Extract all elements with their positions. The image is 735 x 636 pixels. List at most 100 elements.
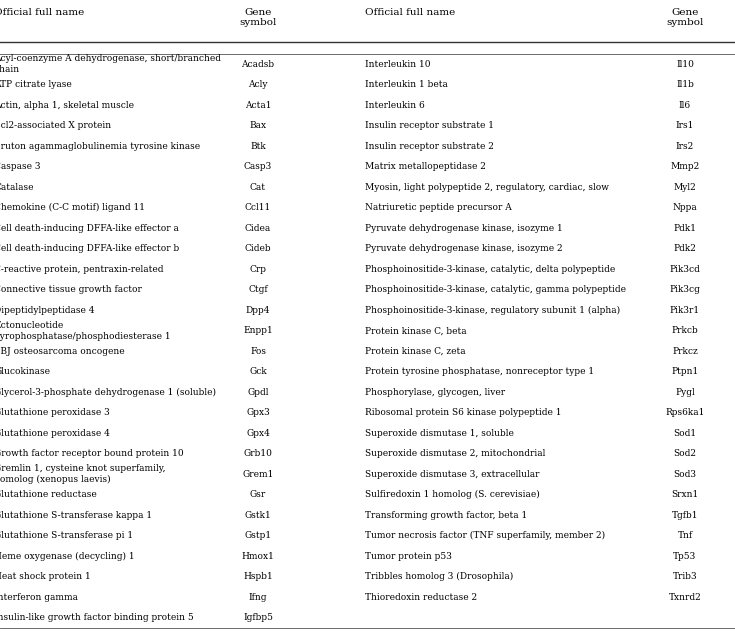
Text: Acly: Acly bbox=[248, 80, 268, 89]
Text: Crp: Crp bbox=[249, 265, 267, 273]
Text: Tp53: Tp53 bbox=[673, 552, 697, 561]
Text: Gpdl: Gpdl bbox=[247, 388, 269, 397]
Text: FBJ osteosarcoma oncogene: FBJ osteosarcoma oncogene bbox=[0, 347, 125, 356]
Text: Official full name: Official full name bbox=[0, 8, 85, 17]
Text: Ctgf: Ctgf bbox=[248, 286, 268, 294]
Text: Phosphoinositide-3-kinase, catalytic, gamma polypeptide: Phosphoinositide-3-kinase, catalytic, ga… bbox=[365, 286, 626, 294]
Text: Glutathione peroxidase 4: Glutathione peroxidase 4 bbox=[0, 429, 110, 438]
Text: Cell death-inducing DFFA-like effector a: Cell death-inducing DFFA-like effector a bbox=[0, 224, 179, 233]
Text: Dipeptidylpeptidase 4: Dipeptidylpeptidase 4 bbox=[0, 306, 95, 315]
Text: Glucokinase: Glucokinase bbox=[0, 367, 50, 377]
Text: Gpx3: Gpx3 bbox=[246, 408, 270, 417]
Text: Protein tyrosine phosphatase, nonreceptor type 1: Protein tyrosine phosphatase, nonrecepto… bbox=[365, 367, 594, 377]
Text: Interferon gamma: Interferon gamma bbox=[0, 593, 78, 602]
Text: Interleukin 6: Interleukin 6 bbox=[365, 100, 425, 110]
Text: Sod2: Sod2 bbox=[673, 449, 697, 459]
Text: Insulin receptor substrate 2: Insulin receptor substrate 2 bbox=[365, 142, 494, 151]
Text: Pdk1: Pdk1 bbox=[673, 224, 697, 233]
Text: Myosin, light polypeptide 2, regulatory, cardiac, slow: Myosin, light polypeptide 2, regulatory,… bbox=[365, 183, 609, 191]
Text: Phosphoinositide-3-kinase, catalytic, delta polypeptide: Phosphoinositide-3-kinase, catalytic, de… bbox=[365, 265, 615, 273]
Text: Protein kinase C, beta: Protein kinase C, beta bbox=[365, 326, 467, 335]
Text: Txnrd2: Txnrd2 bbox=[669, 593, 701, 602]
Text: Insulin receptor substrate 1: Insulin receptor substrate 1 bbox=[365, 121, 494, 130]
Text: Gremlin 1, cysteine knot superfamily,
homolog (xenopus laevis): Gremlin 1, cysteine knot superfamily, ho… bbox=[0, 464, 165, 484]
Text: Enpp1: Enpp1 bbox=[243, 326, 273, 335]
Text: Casp3: Casp3 bbox=[244, 162, 272, 171]
Text: Heme oxygenase (decycling) 1: Heme oxygenase (decycling) 1 bbox=[0, 551, 135, 561]
Text: Acyl-coenzyme A dehydrogenase, short/branched
chain: Acyl-coenzyme A dehydrogenase, short/bra… bbox=[0, 54, 221, 74]
Text: Tribbles homolog 3 (Drosophila): Tribbles homolog 3 (Drosophila) bbox=[365, 572, 513, 581]
Text: Ptpn1: Ptpn1 bbox=[671, 367, 699, 377]
Text: Growth factor receptor bound protein 10: Growth factor receptor bound protein 10 bbox=[0, 449, 184, 459]
Text: Cidea: Cidea bbox=[245, 224, 271, 233]
Text: Gene
symbol: Gene symbol bbox=[667, 8, 703, 27]
Text: Caspase 3: Caspase 3 bbox=[0, 162, 40, 171]
Text: Grem1: Grem1 bbox=[243, 470, 273, 479]
Text: Interleukin 10: Interleukin 10 bbox=[365, 60, 431, 69]
Text: Pyruvate dehydrogenase kinase, isozyme 1: Pyruvate dehydrogenase kinase, isozyme 1 bbox=[365, 224, 563, 233]
Text: Chemokine (C-C motif) ligand 11: Chemokine (C-C motif) ligand 11 bbox=[0, 203, 145, 212]
Text: Acta1: Acta1 bbox=[245, 100, 271, 110]
Text: Phosphoinositide-3-kinase, regulatory subunit 1 (alpha): Phosphoinositide-3-kinase, regulatory su… bbox=[365, 306, 620, 315]
Text: Pdk2: Pdk2 bbox=[673, 244, 697, 253]
Text: Superoxide dismutase 3, extracellular: Superoxide dismutase 3, extracellular bbox=[365, 470, 539, 479]
Text: Myl2: Myl2 bbox=[673, 183, 696, 191]
Text: Pik3cg: Pik3cg bbox=[670, 286, 700, 294]
Text: Acadsb: Acadsb bbox=[241, 60, 275, 69]
Text: Cideb: Cideb bbox=[245, 244, 271, 253]
Text: ATP citrate lyase: ATP citrate lyase bbox=[0, 80, 72, 89]
Text: Gstk1: Gstk1 bbox=[245, 511, 271, 520]
Text: Superoxide dismutase 2, mitochondrial: Superoxide dismutase 2, mitochondrial bbox=[365, 449, 545, 459]
Text: Natriuretic peptide precursor A: Natriuretic peptide precursor A bbox=[365, 204, 512, 212]
Text: Fos: Fos bbox=[250, 347, 266, 356]
Text: Tumor necrosis factor (TNF superfamily, member 2): Tumor necrosis factor (TNF superfamily, … bbox=[365, 531, 605, 541]
Text: Protein kinase C, zeta: Protein kinase C, zeta bbox=[365, 347, 466, 356]
Text: Glutathione S-transferase kappa 1: Glutathione S-transferase kappa 1 bbox=[0, 511, 152, 520]
Text: Tumor protein p53: Tumor protein p53 bbox=[365, 552, 452, 561]
Text: Glycerol-3-phosphate dehydrogenase 1 (soluble): Glycerol-3-phosphate dehydrogenase 1 (so… bbox=[0, 388, 216, 397]
Text: Glutathione reductase: Glutathione reductase bbox=[0, 490, 97, 499]
Text: Heat shock protein 1: Heat shock protein 1 bbox=[0, 572, 90, 581]
Text: Srxn1: Srxn1 bbox=[671, 490, 699, 499]
Text: Pygl: Pygl bbox=[675, 388, 695, 397]
Text: Irs2: Irs2 bbox=[676, 142, 694, 151]
Text: Catalase: Catalase bbox=[0, 183, 34, 191]
Text: Official full name: Official full name bbox=[365, 8, 455, 17]
Text: Trib3: Trib3 bbox=[673, 572, 698, 581]
Text: Tnf: Tnf bbox=[678, 531, 692, 540]
Text: Sod1: Sod1 bbox=[673, 429, 697, 438]
Text: Pik3cd: Pik3cd bbox=[670, 265, 700, 273]
Text: Pik3r1: Pik3r1 bbox=[670, 306, 700, 315]
Text: Prkcb: Prkcb bbox=[672, 326, 698, 335]
Text: Gsr: Gsr bbox=[250, 490, 266, 499]
Text: Grb10: Grb10 bbox=[243, 449, 273, 459]
Text: Gpx4: Gpx4 bbox=[246, 429, 270, 438]
Text: Matrix metallopeptidase 2: Matrix metallopeptidase 2 bbox=[365, 162, 486, 171]
Text: Insulin-like growth factor binding protein 5: Insulin-like growth factor binding prote… bbox=[0, 613, 194, 622]
Text: Btk: Btk bbox=[250, 142, 266, 151]
Text: Sod3: Sod3 bbox=[673, 470, 697, 479]
Text: Ccl11: Ccl11 bbox=[245, 204, 271, 212]
Text: Gck: Gck bbox=[249, 367, 267, 377]
Text: Phosphorylase, glycogen, liver: Phosphorylase, glycogen, liver bbox=[365, 388, 505, 397]
Text: Dpp4: Dpp4 bbox=[245, 306, 270, 315]
Text: Ifng: Ifng bbox=[248, 593, 268, 602]
Text: Sulfiredoxin 1 homolog (S. cerevisiae): Sulfiredoxin 1 homolog (S. cerevisiae) bbox=[365, 490, 539, 499]
Text: Il10: Il10 bbox=[676, 60, 694, 69]
Text: Gene
symbol: Gene symbol bbox=[240, 8, 276, 27]
Text: Actin, alpha 1, skeletal muscle: Actin, alpha 1, skeletal muscle bbox=[0, 100, 134, 110]
Text: Bcl2-associated X protein: Bcl2-associated X protein bbox=[0, 121, 111, 130]
Text: Irs1: Irs1 bbox=[675, 121, 694, 130]
Text: Connective tissue growth factor: Connective tissue growth factor bbox=[0, 286, 142, 294]
Text: Ribosomal protein S6 kinase polypeptide 1: Ribosomal protein S6 kinase polypeptide … bbox=[365, 408, 562, 417]
Text: Nppa: Nppa bbox=[673, 204, 698, 212]
Text: C-reactive protein, pentraxin-related: C-reactive protein, pentraxin-related bbox=[0, 265, 163, 273]
Text: Pyruvate dehydrogenase kinase, isozyme 2: Pyruvate dehydrogenase kinase, isozyme 2 bbox=[365, 244, 562, 253]
Text: Il6: Il6 bbox=[679, 100, 691, 110]
Text: Bruton agammaglobulinemia tyrosine kinase: Bruton agammaglobulinemia tyrosine kinas… bbox=[0, 142, 200, 151]
Text: Tgfb1: Tgfb1 bbox=[672, 511, 698, 520]
Text: Ectonucleotide
pyrophosphatase/phosphodiesterase 1: Ectonucleotide pyrophosphatase/phosphodi… bbox=[0, 321, 171, 341]
Text: Cat: Cat bbox=[250, 183, 266, 191]
Text: Glutathione peroxidase 3: Glutathione peroxidase 3 bbox=[0, 408, 110, 417]
Text: Rps6ka1: Rps6ka1 bbox=[665, 408, 705, 417]
